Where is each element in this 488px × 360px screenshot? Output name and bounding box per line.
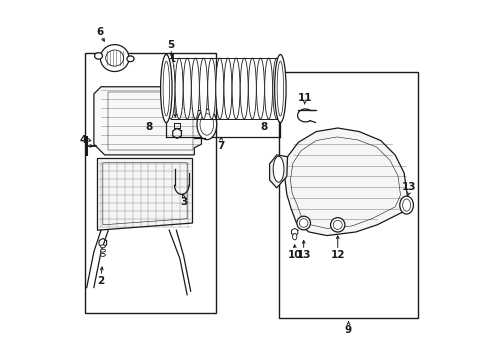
Text: 9: 9 (344, 325, 351, 334)
Ellipse shape (224, 58, 231, 119)
Polygon shape (269, 155, 287, 188)
Text: 3: 3 (180, 197, 187, 207)
Polygon shape (97, 158, 192, 230)
Ellipse shape (273, 156, 284, 182)
Polygon shape (94, 87, 201, 155)
Text: 12: 12 (330, 250, 344, 260)
Ellipse shape (200, 114, 213, 135)
Text: 13: 13 (296, 250, 310, 260)
Ellipse shape (402, 199, 410, 211)
Ellipse shape (256, 58, 264, 119)
Ellipse shape (191, 58, 199, 119)
Ellipse shape (167, 58, 175, 119)
Ellipse shape (296, 216, 310, 230)
Ellipse shape (163, 61, 169, 116)
Ellipse shape (330, 218, 344, 232)
Ellipse shape (100, 245, 105, 248)
Text: 8: 8 (259, 122, 266, 132)
Ellipse shape (274, 54, 285, 123)
Text: 10: 10 (287, 250, 301, 260)
Ellipse shape (100, 45, 129, 72)
Ellipse shape (277, 61, 283, 116)
Ellipse shape (299, 219, 307, 227)
Ellipse shape (292, 233, 296, 240)
Ellipse shape (248, 58, 256, 119)
Ellipse shape (94, 53, 102, 59)
Ellipse shape (333, 220, 342, 229)
Text: 11: 11 (298, 93, 312, 103)
Text: 13: 13 (402, 182, 416, 192)
Bar (278, 72, 418, 318)
Ellipse shape (105, 50, 123, 66)
Ellipse shape (100, 249, 105, 252)
Ellipse shape (197, 109, 216, 140)
Ellipse shape (199, 58, 207, 119)
Ellipse shape (207, 58, 215, 119)
Ellipse shape (183, 58, 191, 119)
Text: 4: 4 (79, 135, 87, 145)
Ellipse shape (240, 58, 248, 119)
Polygon shape (284, 128, 407, 235)
Text: 6: 6 (97, 27, 104, 37)
Text: 7: 7 (217, 141, 224, 151)
Ellipse shape (175, 58, 183, 119)
Ellipse shape (272, 58, 280, 119)
Ellipse shape (232, 58, 240, 119)
Ellipse shape (264, 58, 272, 119)
Text: 1: 1 (169, 54, 176, 64)
Ellipse shape (215, 58, 224, 119)
Bar (85, 53, 215, 313)
Text: 8: 8 (145, 122, 153, 132)
Ellipse shape (100, 253, 105, 256)
Ellipse shape (126, 56, 134, 62)
Ellipse shape (399, 196, 412, 214)
Text: 5: 5 (167, 40, 174, 50)
Ellipse shape (160, 54, 172, 123)
Text: 2: 2 (97, 276, 104, 286)
